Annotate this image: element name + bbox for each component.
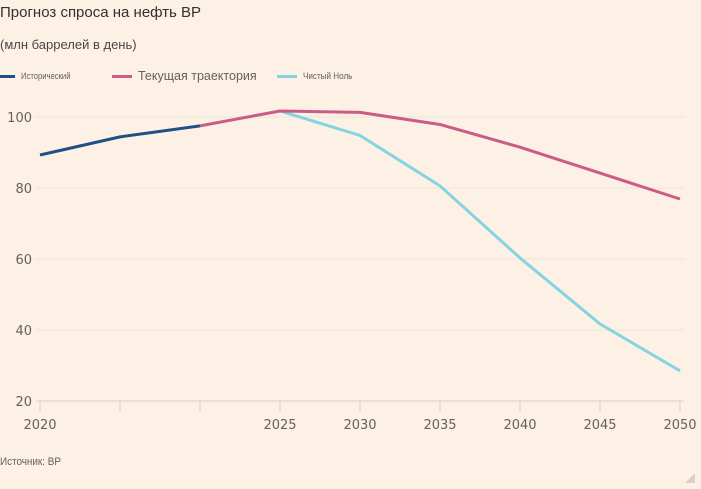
chart-subtitle: (млн баррелей в день): [0, 37, 137, 52]
x-tick-label: 2035: [423, 418, 456, 433]
resize-handle-icon[interactable]: [685, 473, 695, 483]
x-tick-label: 2025: [263, 418, 296, 433]
series-line-net-zero: [279, 109, 681, 373]
x-tick-label: 2030: [343, 418, 376, 433]
y-tick-label: 60: [15, 253, 32, 268]
gridlines: [36, 116, 684, 402]
legend-label-current-trajectory: Текущая траектория: [138, 69, 257, 83]
x-tick-label: 2040: [503, 418, 536, 433]
x-tick-label: 2045: [583, 418, 616, 433]
legend-item-net-zero[interactable]: Чистый Ноль: [277, 66, 358, 86]
series-lines: [39, 109, 681, 373]
legend-item-current-trajectory[interactable]: Текущая траектория: [112, 66, 257, 86]
x-tick-label: 2050: [663, 418, 696, 433]
chart-title: Прогноз спроса на нефть BP: [0, 4, 202, 21]
legend-swatch-current-trajectory: [112, 74, 132, 78]
y-tick-label: 100: [7, 111, 32, 126]
source-note: Источник: BP: [0, 456, 61, 468]
legend: Исторический Текущая траектория Чистый Н…: [0, 66, 701, 86]
y-axis: 20 40 60 80 100: [7, 111, 32, 410]
x-axis: 2020 2025 2030 2035 2040 2045 2050: [23, 401, 697, 433]
legend-label-net-zero: Чистый Ноль: [303, 71, 353, 81]
series-line-current-trajectory: [199, 109, 681, 201]
y-tick-label: 20: [15, 395, 32, 410]
legend-item-historical[interactable]: Исторический: [0, 66, 79, 86]
y-tick-label: 40: [15, 324, 32, 339]
legend-swatch-net-zero: [277, 74, 297, 78]
legend-label-historical: Исторический: [21, 71, 71, 81]
y-tick-label: 80: [15, 182, 32, 197]
legend-swatch-historical: [0, 74, 15, 78]
series-line-historical: [39, 124, 201, 157]
x-tick-label: 2020: [23, 418, 56, 433]
